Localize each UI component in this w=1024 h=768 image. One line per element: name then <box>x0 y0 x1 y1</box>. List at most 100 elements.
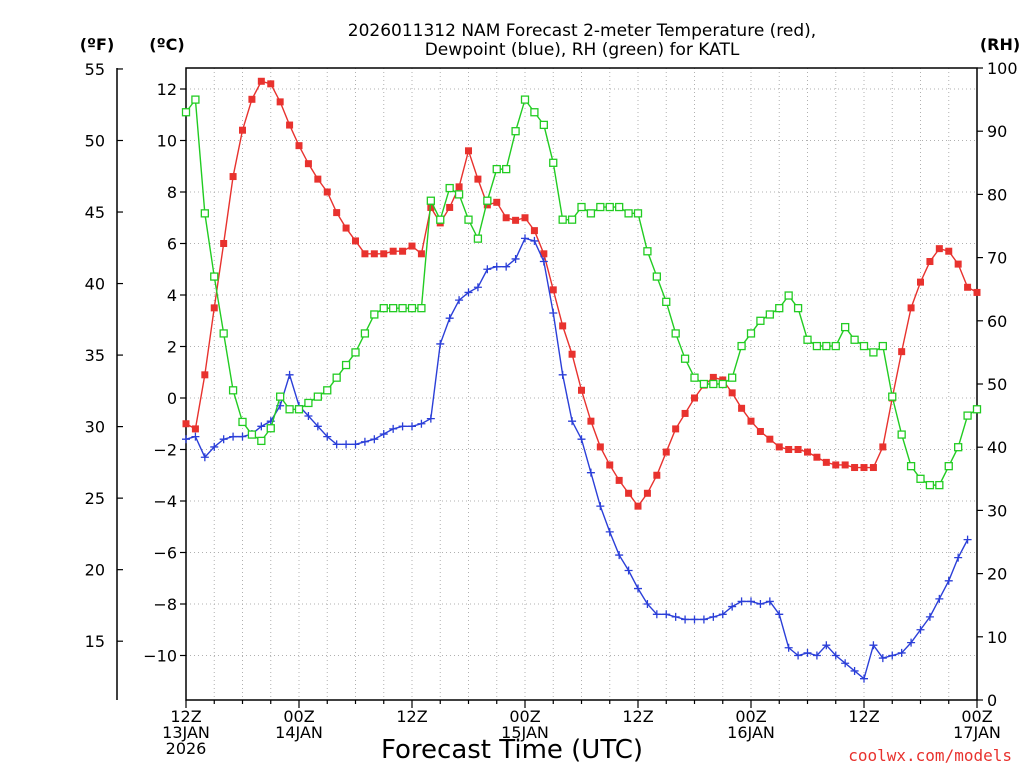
temperature-point <box>756 427 764 435</box>
x-axis-label: Forecast Time (UTC) <box>381 735 643 765</box>
temperature-point <box>869 464 877 472</box>
dewpoint-point <box>568 417 577 426</box>
x-tick-label: 12Z <box>396 707 427 726</box>
y-rh-tick-label: 90 <box>987 122 1007 141</box>
rh-point <box>558 215 567 224</box>
dewpoint-point <box>455 296 464 305</box>
y-f-tick-label: 30 <box>85 418 105 437</box>
temperature-point <box>323 188 331 196</box>
rh-point <box>850 335 859 344</box>
x-tick-label: 14JAN <box>275 723 323 742</box>
dewpoint-point <box>436 339 445 348</box>
temperature-point <box>314 175 322 183</box>
dewpoint-point <box>860 674 868 683</box>
rh-point <box>181 108 191 117</box>
rh-point <box>972 405 982 414</box>
temperature-point <box>408 242 416 250</box>
x-tick-label: 00Z <box>509 707 540 726</box>
rh-point <box>257 436 266 446</box>
dewpoint-point <box>332 440 341 449</box>
dewpoint-point <box>888 651 897 660</box>
grid-lines <box>186 68 977 700</box>
x-tick-label: 00Z <box>961 707 992 726</box>
rh-point <box>200 209 209 218</box>
dewpoint-point <box>954 553 963 562</box>
temperature-point <box>286 121 294 129</box>
rh-point <box>219 329 228 338</box>
dewpoint-point <box>869 641 878 650</box>
temperature-point <box>578 386 585 394</box>
rh-point <box>728 373 737 382</box>
y-c-tick-label: −4 <box>153 492 177 511</box>
rh-point <box>680 354 690 363</box>
x-tick-label: 00Z <box>735 707 766 726</box>
dewpoint-point <box>238 432 247 441</box>
dewpoint-point <box>473 283 482 292</box>
temperature-point <box>483 201 491 209</box>
y-f-tick-label: 15 <box>85 632 105 651</box>
rh-point <box>454 190 464 199</box>
dewpoint-point <box>549 309 558 318</box>
temperature-point <box>333 209 341 217</box>
dewpoint-point <box>690 615 699 624</box>
dewpoint-point <box>794 651 803 660</box>
rh-point <box>266 424 275 433</box>
rh-point <box>793 304 803 313</box>
rh-point <box>841 322 850 332</box>
y-rh-tick-label: 20 <box>987 565 1007 584</box>
rh-point <box>633 209 643 218</box>
dewpoint-point <box>662 610 671 619</box>
rh-point <box>360 329 370 338</box>
temperature-point <box>352 237 359 245</box>
x-tick-label: 12Z <box>848 707 879 726</box>
temperature-point <box>446 203 454 211</box>
dewpoint-point <box>709 612 718 621</box>
rh-point <box>492 164 501 174</box>
rh-point <box>671 329 680 338</box>
rh-point <box>577 202 586 212</box>
rh-point <box>803 335 812 344</box>
dewpoint-point <box>634 584 642 593</box>
y-c-tick-label: 6 <box>167 235 177 254</box>
dewpoint-point <box>200 453 209 462</box>
rh-point <box>643 247 652 256</box>
x-tick-label: 17JAN <box>953 723 1001 742</box>
rh-point <box>520 95 530 104</box>
rh-point <box>539 120 548 130</box>
temperature-point <box>493 198 501 206</box>
chart-title: 2026011312 NAM Forecast 2-meter Temperat… <box>348 21 816 41</box>
x-tick-label: 12Z <box>622 707 653 726</box>
rh-point <box>954 443 963 452</box>
rh-point <box>690 373 699 382</box>
temperature-point <box>587 417 595 425</box>
rh-point <box>285 405 294 414</box>
rh-point <box>323 386 332 395</box>
temperature-point <box>417 250 425 258</box>
rh-point <box>426 196 435 205</box>
rh-point <box>276 392 285 401</box>
dewpoint-point <box>643 600 652 608</box>
dewpoint-point <box>558 370 567 379</box>
temperature-point <box>747 417 755 425</box>
y-rh-tick-label: 70 <box>987 249 1007 268</box>
rh-point <box>878 341 887 351</box>
temperature-point <box>559 322 567 330</box>
temperature-point <box>615 476 623 484</box>
temperature-point <box>361 250 369 258</box>
temperature-point <box>342 224 350 232</box>
temperature-point <box>540 250 548 258</box>
temperature-point <box>549 286 557 294</box>
rh-point <box>398 304 407 313</box>
rh-point <box>332 373 341 382</box>
y-c-tick-label: −10 <box>143 647 177 666</box>
rh-point <box>370 310 379 319</box>
x-tick-label: 00Z <box>283 707 314 726</box>
temperature-point <box>738 404 746 412</box>
y-c-tick-label: 10 <box>157 132 177 151</box>
y-f-tick-label: 45 <box>85 203 105 222</box>
rh-point <box>464 215 473 224</box>
temperature-point <box>606 461 614 469</box>
rh-point <box>737 341 746 351</box>
y-c-tick-label: 12 <box>157 80 177 99</box>
